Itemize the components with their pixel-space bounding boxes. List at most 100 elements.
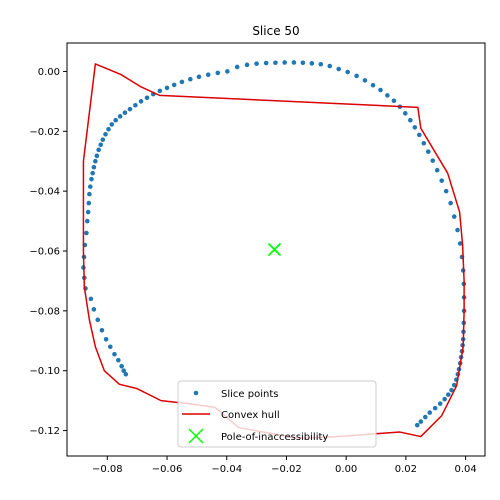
slice-point: [144, 95, 150, 101]
slice-point: [439, 178, 445, 183]
slice-point: [96, 147, 101, 153]
slice-point: [85, 209, 91, 215]
slice-point: [418, 419, 424, 424]
slice-point: [391, 98, 397, 104]
slice-point: [88, 296, 94, 302]
slice-point: [98, 142, 104, 148]
axes-frame: [66, 42, 486, 457]
slice-point: [205, 72, 211, 78]
slice-point: [100, 137, 106, 142]
slice-point: [378, 87, 383, 93]
slice-point: [442, 396, 447, 402]
slice-point: [422, 414, 428, 420]
slice-point: [109, 122, 115, 127]
slice-point: [282, 60, 287, 65]
slice-point: [91, 307, 97, 312]
slice-point: [434, 167, 440, 173]
slice-point: [117, 114, 123, 119]
slice-point: [157, 88, 163, 94]
x-tick-label: −0.04: [211, 464, 242, 475]
y-tick-label: −0.12: [29, 426, 60, 437]
slice-point: [451, 214, 457, 219]
slice-point: [84, 230, 89, 236]
x-tick-label: 0.04: [454, 464, 476, 475]
slice-point: [370, 82, 376, 88]
slice-point: [432, 405, 438, 411]
slice-point: [90, 170, 95, 176]
slice-point: [254, 61, 259, 66]
x-tick-label: −0.06: [152, 464, 183, 475]
slice-point: [164, 85, 170, 91]
slice-point: [427, 410, 433, 415]
slice-point: [437, 401, 443, 406]
slice-point: [345, 69, 350, 75]
slice-point: [103, 131, 108, 137]
slice-point: [443, 188, 449, 194]
slice-point: [430, 158, 436, 163]
slice-point: [318, 61, 324, 67]
y-tick-label: −0.04: [29, 187, 60, 198]
slice-point: [106, 126, 111, 132]
slice-point: [188, 76, 193, 82]
slice-point: [451, 382, 457, 388]
slice-point: [112, 351, 117, 357]
x-tick-label: −0.08: [92, 464, 123, 475]
slice-point: [215, 70, 221, 76]
y-tick-label: −0.08: [29, 306, 60, 317]
legend: Slice points Convex hull Pole-of-inacces…: [177, 380, 377, 448]
slice-point: [95, 317, 101, 323]
slice-point: [123, 372, 129, 377]
slice-point: [116, 357, 121, 363]
slice-point: [336, 66, 342, 72]
slice-point: [327, 63, 333, 69]
convex-hull-line: [82, 63, 465, 439]
y-tick-label: −0.10: [29, 366, 60, 377]
legend-slice-points-label: Slice points: [221, 389, 278, 400]
slice-point: [449, 387, 454, 393]
convex-hull-layer: [82, 63, 465, 439]
slice-point: [121, 368, 127, 374]
legend-pole-marker: [188, 428, 204, 444]
x-axis: −0.08 −0.06 −0.04 −0.02 0.00 0.02 0.04: [92, 456, 477, 475]
slice-point: [354, 73, 359, 79]
slice-point: [408, 117, 413, 123]
x-tick-label: 0.02: [395, 464, 417, 475]
y-axis: 0.00 −0.02 −0.04 −0.06 −0.08 −0.10 −0.12: [29, 67, 67, 437]
slice-point: [122, 110, 128, 116]
slice-point: [425, 149, 431, 154]
slice-point: [94, 153, 100, 159]
slice-point: [171, 82, 177, 88]
slice-point: [402, 111, 408, 116]
slice-point: [113, 117, 118, 123]
slice-point: [89, 176, 94, 182]
legend-slice-points-marker: [193, 390, 199, 396]
slice-point: [273, 60, 278, 66]
slice-point: [421, 140, 427, 146]
slice-point: [234, 64, 240, 70]
slice-point: [225, 69, 230, 74]
chart-title: Slice 50: [252, 24, 299, 38]
legend-pole-label: Pole-of-inaccessibility: [221, 432, 328, 443]
slice-point: [93, 158, 98, 164]
x-tick-label: 0.00: [335, 464, 357, 475]
slice-point: [196, 74, 202, 80]
slice-point: [119, 363, 124, 369]
slice-point: [99, 328, 105, 333]
slice-point: [87, 191, 92, 197]
slice-point: [291, 60, 297, 65]
slice-point: [309, 61, 315, 66]
slice-point: [86, 200, 92, 206]
slice-point: [138, 99, 144, 104]
slice-point: [448, 200, 453, 206]
pole-layer: [267, 242, 282, 257]
x-tick-label: −0.02: [271, 464, 302, 475]
slice-point: [133, 102, 138, 108]
slice-point: [244, 62, 250, 68]
legend-box: [177, 380, 377, 448]
slice-point: [385, 93, 390, 98]
slice-point: [300, 60, 306, 66]
slice-point: [445, 392, 451, 397]
slice-point: [414, 422, 420, 428]
slice-point: [179, 79, 185, 85]
slice-point: [85, 218, 90, 224]
